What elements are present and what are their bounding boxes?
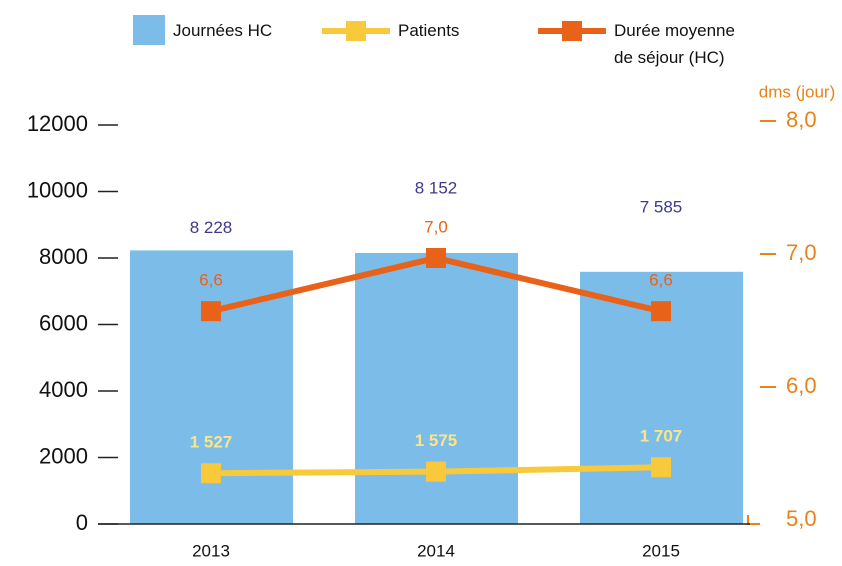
bar [355, 252, 518, 525]
marker [201, 463, 221, 484]
x-tick-label: 2013 [192, 541, 230, 560]
marker [426, 461, 446, 482]
legend-swatch [562, 21, 582, 41]
y-tick-label: 2000 [39, 443, 88, 468]
x-tick-label: 2015 [642, 541, 680, 560]
y-tick-label: 10000 [27, 177, 88, 202]
data-label: 7,0 [424, 217, 448, 236]
y-tick-label: 12000 [27, 111, 88, 136]
legend-label: Durée moyenne de séjour (HC) [614, 21, 735, 67]
data-label: 6,6 [649, 271, 673, 290]
marker [651, 457, 671, 478]
y-tick-label: 0 [76, 510, 88, 535]
y2-axis-label: dms (jour) [759, 82, 836, 101]
data-label: 1 575 [415, 431, 458, 450]
y-tick-label: 8000 [39, 244, 88, 269]
data-label: 8 228 [190, 218, 233, 237]
legend-swatch [133, 15, 165, 45]
data-label: 8 152 [415, 178, 458, 197]
legend-label: Journées HC [173, 21, 273, 40]
x-tick-label: 2014 [417, 541, 455, 560]
y2-tick-label: 8,0 [786, 107, 817, 132]
y-tick-label: 4000 [39, 377, 88, 402]
data-label: 1 707 [640, 427, 683, 446]
legend-label: Patients [398, 21, 460, 40]
marker [651, 301, 671, 322]
marker [201, 301, 221, 322]
marker [426, 248, 446, 268]
data-label: 7 585 [640, 197, 683, 216]
y2-tick-label: 5,0 [786, 506, 817, 531]
y-tick-label: 6000 [39, 310, 88, 335]
y2-tick-label: 6,0 [786, 373, 817, 398]
y2-tick-label: 7,0 [786, 240, 817, 265]
data-label: 1 527 [190, 433, 233, 452]
y2-tick [747, 515, 760, 525]
data-label: 6,6 [199, 271, 223, 290]
legend-swatch [346, 21, 366, 41]
